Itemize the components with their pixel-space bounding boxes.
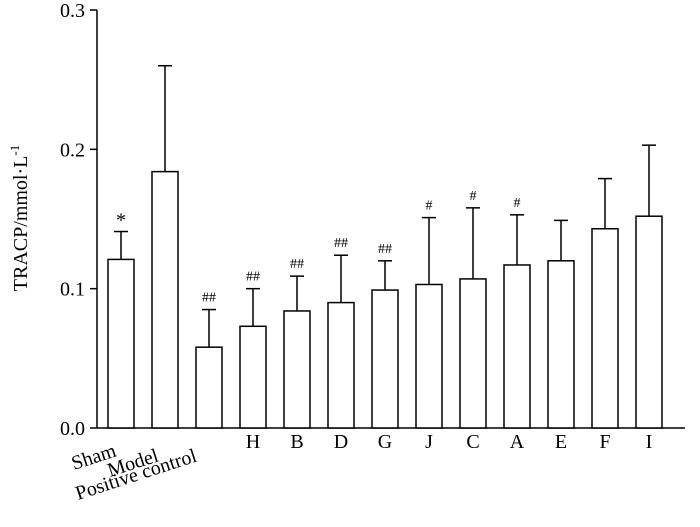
bar — [283, 310, 311, 429]
error-bars — [114, 64, 656, 348]
significance-annotations: *######## #### # — [116, 189, 521, 306]
bar — [635, 215, 663, 429]
x-tick-label: C — [466, 431, 479, 453]
bar — [195, 346, 223, 429]
y-tick-label: 0.0 — [60, 418, 85, 440]
significance-annotation: ## — [246, 270, 260, 285]
significance-annotation: # — [426, 199, 433, 214]
significance-annotation: ## — [334, 236, 348, 251]
bar — [415, 283, 443, 429]
x-tick-label: J — [425, 431, 433, 453]
bar — [327, 301, 355, 429]
bar — [459, 278, 487, 429]
bar — [547, 260, 575, 429]
y-axis-title-superscript: -1 — [7, 145, 22, 156]
x-tick-label: F — [599, 431, 610, 453]
y-axis-title: TRACP/mmol·L-1 — [7, 145, 32, 291]
bar — [591, 228, 619, 429]
bar — [107, 258, 135, 429]
x-tick-label: A — [510, 431, 525, 453]
significance-annotation: * — [116, 210, 126, 232]
y-tick-label: 0.3 — [60, 0, 85, 22]
significance-annotation: ## — [290, 257, 304, 272]
bar — [151, 170, 179, 429]
y-axis: 0.0 0.1 0.2 0.3 — [60, 0, 98, 440]
bar — [503, 264, 531, 429]
y-tick-label: 0.1 — [60, 279, 85, 301]
x-tick-label: B — [290, 431, 303, 453]
bar — [239, 325, 267, 429]
x-tick-label: I — [646, 431, 653, 453]
bar — [371, 289, 399, 429]
y-tick-label: 0.2 — [60, 139, 85, 161]
significance-annotation: ## — [378, 242, 392, 257]
bars — [107, 170, 663, 429]
y-axis-title-main: TRACP/mmol·L — [10, 156, 32, 292]
x-tick-label: D — [334, 431, 348, 453]
x-tick-label: E — [555, 431, 567, 453]
significance-annotation: # — [514, 196, 521, 211]
x-tick-label: H — [246, 431, 260, 453]
x-tick-label: G — [378, 431, 392, 453]
significance-annotation: ## — [202, 291, 216, 306]
significance-annotation: # — [470, 189, 477, 204]
